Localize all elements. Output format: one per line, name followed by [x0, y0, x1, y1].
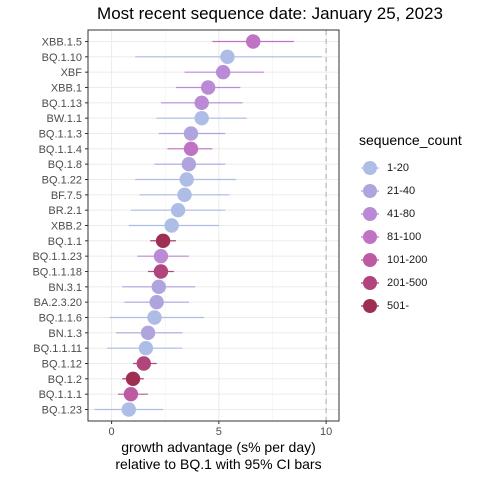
x-tick-label: 5 — [216, 426, 222, 438]
y-tick-label: BQ.1.1.18 — [32, 267, 82, 279]
y-tick-label: BN.1.3 — [48, 328, 82, 340]
y-tick-label: BA.2.3.20 — [34, 297, 82, 309]
legend-key — [361, 298, 379, 313]
y-tick-label: BQ.1.10 — [42, 52, 82, 64]
legend-key-point — [363, 206, 377, 221]
y-tick-label: XBB.1.5 — [42, 37, 82, 49]
legend-item: 201-500 — [359, 271, 474, 294]
legend-key — [361, 206, 379, 221]
legend-label: 201-500 — [387, 276, 428, 289]
y-tick-label: XBB.1 — [51, 83, 82, 95]
legend-item: 21-40 — [359, 179, 474, 202]
y-tick-label: XBF — [61, 67, 83, 79]
data-point — [153, 248, 169, 264]
legend-item: 501- — [359, 294, 474, 317]
legend-item: 101-200 — [359, 248, 474, 271]
legend-key-point — [363, 252, 377, 267]
y-tick-label: BF.7.5 — [51, 190, 82, 202]
legend-key-point — [363, 160, 377, 175]
data-point — [179, 172, 194, 187]
y-tick-label: BQ.1.1.1 — [39, 389, 82, 401]
y-tick-label: BQ.1.8 — [48, 159, 82, 171]
data-point — [200, 80, 216, 95]
legend-key — [361, 252, 379, 267]
data-point — [138, 340, 154, 356]
data-point — [181, 156, 197, 172]
data-point — [183, 126, 199, 141]
data-point — [245, 34, 261, 49]
y-tick-label: BQ.1.1.6 — [39, 313, 82, 325]
y-tick-label: BQ.1.1.4 — [39, 144, 82, 156]
legend-label: 1-20 — [387, 161, 410, 174]
y-tick-label: BQ.1.2 — [48, 374, 82, 386]
x-axis-label-line2: relative to BQ.1 with 95% CI bars — [115, 456, 322, 472]
legend-key-point — [363, 183, 377, 198]
y-tick-label: BR.2.1 — [48, 205, 82, 217]
legend-label: 21-40 — [387, 184, 416, 197]
y-tick-label: XBB.2 — [51, 221, 82, 233]
y-tick-label: BQ.1.13 — [42, 98, 82, 110]
y-tick-label: BQ.1.1.23 — [32, 251, 82, 263]
y-tick-label: BQ.1.1 — [48, 236, 82, 248]
chart-title: Most recent sequence date: January 25, 2… — [97, 4, 443, 23]
data-point — [153, 264, 169, 279]
legend-key — [361, 275, 379, 290]
y-tick-label: BW.1.1 — [47, 113, 82, 125]
data-point — [215, 64, 231, 80]
x-axis-label: growth advantage (s% per day) relative t… — [92, 439, 345, 473]
legend-key — [361, 229, 379, 244]
data-point — [151, 279, 166, 295]
data-point — [155, 233, 171, 249]
legend-key — [361, 160, 379, 175]
data-point — [183, 141, 199, 157]
x-tick-label: 10 — [320, 426, 332, 438]
data-point — [147, 310, 162, 325]
data-point — [136, 356, 151, 371]
data-point — [125, 371, 141, 387]
y-tick-label: BQ.1.23 — [42, 405, 82, 417]
data-point — [149, 294, 164, 310]
y-tick-label: BN.3.1 — [48, 282, 82, 294]
legend-item: 81-100 — [359, 225, 474, 248]
data-point — [220, 49, 235, 65]
x-tick-label: 0 — [109, 426, 115, 438]
legend-key-point — [363, 229, 377, 244]
legend-label: 81-100 — [387, 230, 422, 243]
legend-title: sequence_count — [359, 132, 462, 148]
legend-item: 41-80 — [359, 202, 474, 225]
legend-item: 1-20 — [359, 156, 474, 179]
data-point — [164, 218, 179, 233]
y-tick-label: BQ.1.1.3 — [39, 129, 82, 141]
legend-label: 501- — [387, 299, 410, 312]
data-point — [177, 187, 192, 203]
y-tick-label: BQ.1.12 — [42, 359, 82, 371]
legend-key-point — [363, 298, 377, 313]
data-point — [123, 386, 139, 402]
legend-key — [361, 183, 379, 198]
legend-label: 41-80 — [387, 207, 416, 220]
data-point — [194, 95, 209, 111]
y-tick-label: BQ.1.1.11 — [33, 343, 82, 355]
data-point — [140, 325, 156, 341]
legend-key-point — [363, 275, 377, 290]
legend: sequence_count 1-20 21-40 41-80 81-100 101-2… — [359, 132, 474, 317]
data-point — [121, 402, 136, 417]
data-point — [194, 110, 209, 126]
y-tick-label: BQ.1.22 — [42, 175, 82, 187]
data-point — [170, 202, 186, 218]
legend-items: 1-20 21-40 41-80 81-100 101-200 201-500 501- — [359, 156, 474, 317]
x-axis-label-line1: growth advantage (s% per day) — [121, 439, 316, 455]
legend-label: 101-200 — [387, 253, 428, 266]
